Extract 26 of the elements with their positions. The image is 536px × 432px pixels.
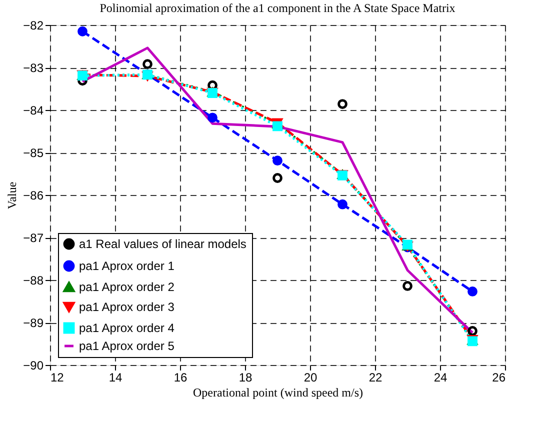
y-tick-label: −85: [23, 146, 44, 160]
x-tick-label: 24: [434, 370, 448, 384]
y-tick-label: −83: [23, 61, 44, 75]
chart-title: Polinomial aproximation of the a1 component in the A State Space Matrix: [100, 1, 456, 15]
legend-label: pa1 Aprox order 4: [79, 321, 175, 335]
y-tick-label: −90: [23, 358, 44, 372]
y-axis-title: Value: [5, 182, 20, 210]
y-tick-label: −87: [23, 231, 44, 245]
y-tick-label: −89: [23, 316, 44, 330]
x-axis-title: Operational point (wind speed m/s): [193, 386, 363, 400]
x-tick-label: 16: [174, 370, 188, 384]
y-tick-label: −84: [23, 104, 44, 118]
x-tick-label: 22: [368, 370, 382, 384]
y-tick-label: −86: [23, 188, 44, 202]
x-tick-label: 18: [238, 370, 252, 384]
y-tick-label: −88: [23, 274, 44, 288]
legend-label: a1 Real values of linear models: [79, 237, 246, 251]
x-tick-label: 20: [304, 370, 318, 384]
x-tick-label: 26: [492, 370, 506, 384]
legend-label: pa1 Aprox order 1: [79, 259, 175, 273]
y-tick-label: −82: [23, 18, 44, 32]
legend-label: pa1 Aprox order 3: [79, 300, 175, 314]
x-tick-label: 12: [50, 370, 64, 384]
x-tick-label: 14: [108, 370, 122, 384]
legend-label: pa1 Aprox order 5: [79, 339, 175, 353]
legend-label: pa1 Aprox order 2: [79, 280, 175, 294]
